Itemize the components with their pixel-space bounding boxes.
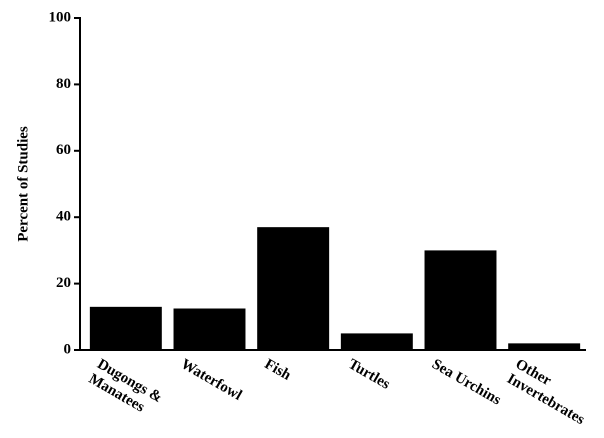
x-tick-label: Dugongs & Manatees	[86, 357, 168, 424]
bar	[508, 343, 581, 350]
bar	[257, 227, 330, 350]
bar	[340, 333, 413, 350]
x-tick-label: Sea Urchins	[429, 357, 504, 409]
y-tick-label: 100	[49, 9, 72, 25]
y-tick-label: 60	[56, 142, 71, 158]
y-tick-label: 20	[56, 275, 71, 291]
x-tick-label: Waterfowl	[178, 357, 244, 405]
x-tick-label: Fish	[261, 357, 293, 385]
bar	[173, 308, 246, 350]
y-tick-label: 0	[64, 341, 72, 357]
bar	[424, 250, 497, 350]
x-tick-label: Turtles	[345, 357, 392, 394]
y-tick-label: 80	[56, 76, 71, 92]
x-tick-label: Other Invertebrates	[504, 357, 596, 429]
y-tick-label: 40	[56, 209, 71, 225]
y-axis-label: Percent of Studies	[15, 126, 31, 242]
bar	[89, 306, 162, 350]
